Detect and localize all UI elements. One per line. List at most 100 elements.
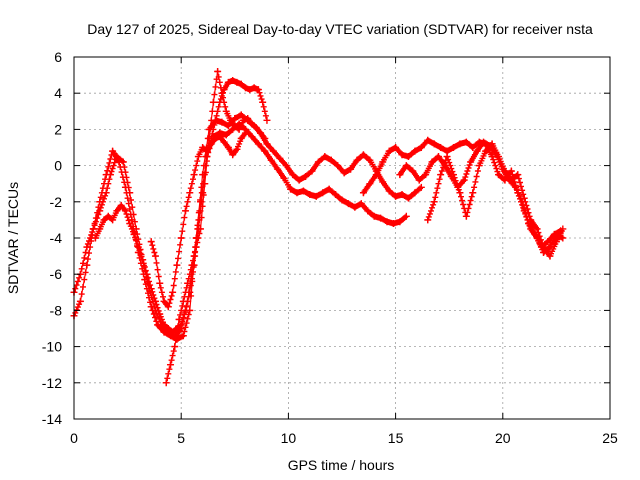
chart-title: Day 127 of 2025, Sidereal Day-to-day VTE… (87, 21, 593, 37)
data-point (199, 144, 207, 151)
data-point (194, 153, 202, 161)
data-point (237, 80, 245, 88)
data-point (282, 162, 290, 170)
y-tick-label: -2 (50, 194, 63, 210)
data-point (507, 176, 515, 184)
data-point (544, 238, 552, 246)
data-point (218, 89, 226, 97)
data-point (430, 140, 438, 148)
data-point (229, 151, 237, 159)
series-markers (71, 121, 409, 341)
data-point (248, 133, 256, 141)
ticks (73, 56, 611, 420)
y-tick-label: -4 (50, 230, 63, 246)
y-tick-label: 0 (54, 158, 62, 174)
data-point (422, 171, 430, 179)
data-point (312, 192, 320, 200)
data-point (224, 144, 232, 151)
data-point (205, 134, 213, 142)
data-point (540, 243, 548, 251)
data-point (147, 238, 155, 246)
data-point (469, 144, 477, 151)
y-tick-label: 6 (54, 49, 62, 65)
data-point (166, 332, 174, 340)
data-point (156, 279, 164, 287)
data-point (151, 297, 159, 305)
data-point (327, 156, 335, 164)
data-point (117, 201, 125, 209)
x-axis-label: GPS time / hours (288, 457, 395, 473)
data-point (216, 133, 224, 141)
data-point (449, 171, 457, 179)
y-tick-label: -8 (50, 302, 63, 318)
data-point (467, 158, 475, 166)
x-tick-label: 5 (177, 430, 185, 446)
x-tick-label: 25 (602, 430, 618, 446)
data-point (160, 321, 168, 329)
data-point (507, 167, 515, 175)
series-track-4 (162, 67, 269, 387)
data-point (379, 158, 387, 166)
data-point (126, 220, 134, 228)
x-tick-label: 20 (495, 430, 511, 446)
data-point (351, 203, 359, 211)
data-point (83, 261, 91, 269)
data-point (246, 86, 254, 94)
data-point (364, 207, 372, 215)
data-point (325, 185, 333, 193)
data-point (209, 98, 217, 106)
y-tick-label: -10 (42, 339, 62, 355)
data-point (469, 189, 477, 197)
data-point (147, 285, 155, 293)
data-point (443, 153, 451, 161)
series-track-8 (424, 140, 567, 260)
data-point (269, 147, 277, 155)
data-point (456, 140, 464, 148)
data-point (139, 256, 147, 264)
y-tick-label: -6 (50, 266, 63, 282)
data-point (231, 115, 239, 123)
data-point (156, 310, 164, 318)
data-point (188, 261, 196, 269)
data-point (109, 147, 117, 155)
data-point (224, 78, 232, 86)
data-point (398, 151, 406, 159)
series-track-2 (70, 111, 425, 343)
data-point (151, 252, 159, 260)
data-point (254, 86, 262, 94)
data-point (402, 162, 410, 170)
data-point (520, 194, 528, 202)
data-point (261, 147, 269, 155)
data-point (396, 218, 404, 226)
data-point (488, 140, 496, 148)
data-point (130, 230, 138, 238)
data-point (338, 196, 346, 204)
data-point (417, 144, 425, 151)
data-point (212, 134, 220, 142)
data-point (91, 234, 99, 242)
data-point (308, 167, 316, 175)
data-point (392, 192, 400, 200)
data-point (96, 225, 104, 233)
data-point (231, 122, 239, 130)
data-point (531, 230, 539, 238)
data-point (460, 176, 468, 184)
data-point (434, 153, 442, 161)
data-point (233, 145, 241, 153)
data-point (274, 165, 282, 173)
data-point (254, 140, 262, 148)
data-point (237, 111, 245, 119)
data-point (244, 115, 252, 123)
data-point (201, 180, 209, 188)
data-point (314, 158, 322, 166)
data-point (302, 172, 310, 180)
data-point (366, 156, 374, 164)
data-point (143, 270, 151, 278)
data-point (115, 158, 123, 166)
data-point (267, 156, 275, 164)
data-point (169, 288, 177, 296)
data-point (263, 140, 271, 148)
data-point (248, 120, 256, 128)
data-point (102, 171, 110, 179)
data-point (379, 178, 387, 186)
